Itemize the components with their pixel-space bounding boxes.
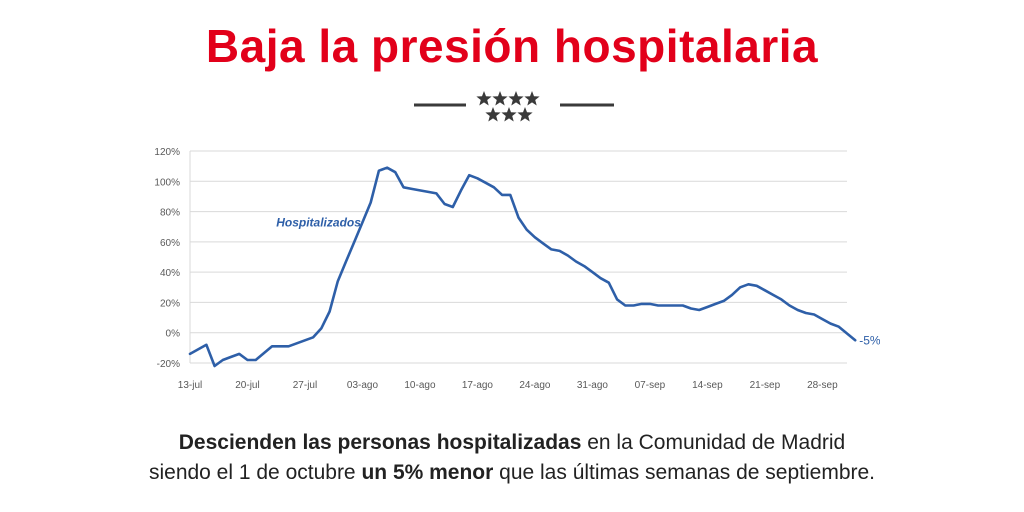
- caption-line-1-rest: en la Comunidad de Madrid: [581, 431, 846, 454]
- y-tick-label: 100%: [154, 177, 180, 188]
- y-tick-label: 60%: [160, 238, 180, 249]
- star-group: [476, 91, 540, 122]
- caption-line-2-bold: un 5% menor: [361, 461, 494, 484]
- caption: Descienden las personas hospitalizadas e…: [0, 428, 1024, 488]
- caption-line-2: siendo el 1 de octubre un 5% menor que l…: [0, 458, 1024, 488]
- y-tick-label: 40%: [160, 268, 180, 279]
- star-icon: [501, 107, 517, 122]
- star-icon: [517, 107, 533, 122]
- y-tick-label: -20%: [157, 359, 180, 370]
- x-tick-label: 14-sep: [692, 380, 723, 391]
- headline-title: Baja la presión hospitalaria: [205, 20, 819, 72]
- x-tick-label: 17-ago: [462, 380, 494, 391]
- series-end-label: -5%: [859, 333, 880, 347]
- chart-grid: [189, 150, 847, 364]
- x-tick-label: 20-jul: [235, 380, 259, 391]
- chart-series: [188, 166, 857, 368]
- star-icon: [508, 91, 524, 106]
- y-tick-label: 20%: [160, 298, 180, 309]
- seven-stars-emblem-icon: [414, 91, 614, 122]
- y-tick-label: 0%: [166, 329, 181, 340]
- x-axis-ticks: 13-jul 20-jul 27-jul 03-ago 10-ago 17-ago 24-a…: [178, 380, 838, 391]
- x-tick-label: 07-sep: [635, 380, 666, 391]
- x-tick-label: 28-sep: [807, 380, 838, 391]
- star-icon: [492, 91, 508, 106]
- star-icon: [485, 107, 501, 122]
- y-axis-ticks: -20% 0% 20% 40% 60% 80% 100% 120%: [154, 147, 180, 370]
- x-tick-label: 21-sep: [750, 380, 781, 391]
- x-tick-label: 03-ago: [347, 380, 379, 391]
- star-icon: [476, 91, 492, 106]
- x-tick-label: 10-ago: [404, 380, 436, 391]
- x-tick-label: 31-ago: [577, 380, 609, 391]
- series-label-hospitalizados: Hospitalizados: [276, 216, 361, 230]
- x-tick-label: 27-jul: [293, 380, 317, 391]
- series-line-hospitalizados: [188, 166, 857, 368]
- caption-line-2-start: siendo el 1 de octubre: [148, 461, 362, 484]
- x-tick-label: 13-jul: [178, 380, 202, 391]
- caption-line-2-end: que las últimas semanas de septiembre.: [493, 461, 876, 484]
- x-tick-label: 24-ago: [519, 380, 551, 391]
- hospitalization-line-chart: -20% 0% 20% 40% 60% 80% 100% 120% 13-jul 20-jul 2…: [154, 147, 880, 391]
- caption-line-1: Descienden las personas hospitalizadas e…: [0, 428, 1024, 458]
- star-icon: [524, 91, 540, 106]
- y-tick-label: 80%: [160, 208, 180, 219]
- caption-line-1-bold: Descienden las personas hospitalizadas: [178, 431, 582, 454]
- y-tick-label: 120%: [154, 147, 180, 158]
